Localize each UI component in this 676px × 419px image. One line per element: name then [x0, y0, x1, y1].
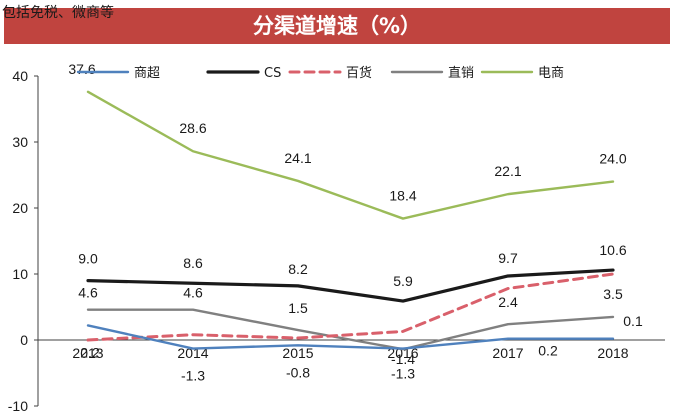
title-banner: 分渠道增速（%）	[4, 8, 670, 44]
series-line-电商	[86, 90, 615, 220]
data-label: -1.4	[391, 351, 415, 367]
y-tick-label: 20	[12, 200, 28, 216]
series-line-商超	[86, 324, 615, 350]
chart-title: 分渠道增速（%）	[252, 14, 422, 38]
data-label: 4.6	[183, 285, 203, 301]
y-tick-label: 0	[20, 332, 28, 348]
x-tick-label: 2013	[72, 345, 103, 361]
data-label: -1.3	[391, 366, 415, 382]
series-line-百货	[86, 272, 615, 342]
legend-label-直销: 直销	[448, 66, 474, 81]
data-label: 2.4	[498, 294, 518, 310]
data-label: 24.1	[284, 150, 311, 166]
legend-label-百货: 百货	[346, 65, 372, 81]
data-label: 18.4	[389, 188, 416, 204]
data-label: 37.6	[68, 61, 95, 77]
y-tick-label: 10	[12, 266, 28, 282]
legend: 商超 CS 百货 直销 电商	[76, 65, 564, 81]
data-labels: 2.2 -1.3 -0.8 -1.3 0.2 9.0 8.6 8.2 5.9 9.7 10.6 4.6…	[68, 61, 643, 384]
x-tick-label: 2018	[597, 345, 628, 361]
data-label: 3.5	[603, 286, 623, 302]
y-tick-label: -10	[8, 398, 28, 414]
data-label: 9.0	[78, 251, 98, 267]
x-tick-label: 2015	[282, 345, 313, 361]
note-text: 包括免税、微商等	[2, 5, 114, 21]
data-label: 28.6	[179, 120, 206, 136]
data-label: 9.7	[498, 250, 518, 266]
data-label: 8.6	[183, 255, 203, 271]
x-tick-label: 2017	[492, 345, 523, 361]
data-label: -0.8	[286, 364, 310, 380]
data-label: 22.1	[494, 163, 521, 179]
data-label: 0.2	[538, 343, 558, 359]
y-tick-label: 40	[12, 68, 28, 84]
series-line-直销	[86, 308, 615, 351]
data-label: 2.2	[80, 344, 100, 360]
legend-label-CS: CS	[264, 66, 281, 81]
data-label: 24.0	[599, 151, 626, 167]
series-lines	[86, 90, 615, 351]
data-label: 8.2	[288, 261, 308, 277]
legend-label-电商: 电商	[538, 66, 564, 81]
data-label: 5.9	[393, 273, 413, 289]
data-label: 0.1	[623, 313, 643, 329]
series-line-CS	[86, 268, 615, 303]
data-label: 10.6	[599, 242, 626, 258]
data-label: -1.3	[181, 368, 205, 384]
y-tick-label: 30	[12, 134, 28, 150]
data-label: 4.6	[78, 285, 98, 301]
legend-label-商超: 商超	[134, 66, 160, 81]
data-label: 1.5	[288, 300, 308, 316]
